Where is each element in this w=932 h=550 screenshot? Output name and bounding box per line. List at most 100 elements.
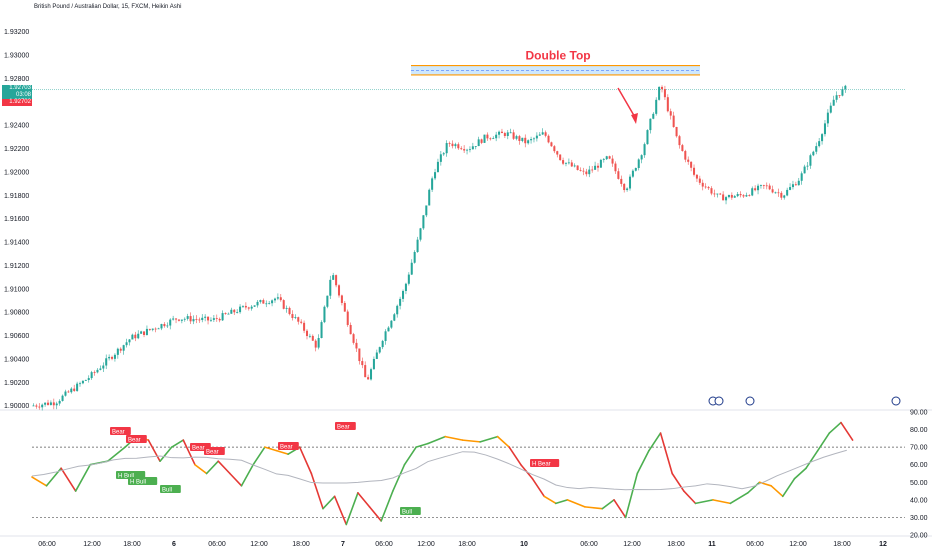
candle-body <box>276 297 279 299</box>
rsi-segment <box>624 472 639 519</box>
candle-body <box>492 138 495 140</box>
candle-body <box>244 305 247 308</box>
candle-body <box>343 302 346 312</box>
candle-body <box>381 340 384 348</box>
time-tick-label: 12:00 <box>623 541 641 548</box>
chart-title: British Pound / Australian Dollar, 15, F… <box>34 4 182 10</box>
candle-body <box>273 298 277 301</box>
rsi-tick-label: 60.00 <box>910 462 928 469</box>
time-tick-label: 06:00 <box>746 541 764 548</box>
candle-body <box>777 192 780 194</box>
candle-body <box>701 182 704 187</box>
rsi-segment <box>770 484 784 498</box>
candle-body <box>113 354 116 359</box>
candle-body <box>518 136 521 141</box>
candle-body <box>413 252 416 263</box>
candle-body <box>754 188 757 191</box>
candle-body <box>250 306 253 309</box>
candle-body <box>271 300 274 304</box>
economic-event-icon <box>714 396 724 406</box>
candle-body <box>439 154 442 162</box>
candle-body <box>591 169 594 171</box>
time-tick-label: 18:00 <box>667 541 685 548</box>
candle-body <box>530 139 533 141</box>
candle-body <box>340 295 343 303</box>
candle-body <box>410 262 413 275</box>
rsi-segment <box>240 463 254 487</box>
candle-body <box>183 318 186 320</box>
candle-body <box>733 196 736 198</box>
candle-body <box>637 159 640 169</box>
rsi-tick-label: 50.00 <box>910 480 928 487</box>
price-tick-label: 1.92000 <box>4 169 29 176</box>
candle-body <box>576 165 579 170</box>
rsi-segment <box>496 435 511 448</box>
candle-body <box>175 318 178 320</box>
candle-body <box>634 168 637 171</box>
price-tick-label: 1.93200 <box>4 29 29 36</box>
candle-body <box>652 113 655 119</box>
rsi-segment <box>828 421 842 434</box>
price-tick-label: 1.93000 <box>4 53 29 60</box>
candle-body <box>512 132 515 139</box>
candle-body <box>538 134 541 136</box>
candle-body <box>76 383 79 391</box>
candle-body <box>111 356 114 359</box>
candle-body <box>663 89 666 98</box>
candle-body <box>300 321 303 323</box>
candle-body <box>678 136 681 146</box>
candle-body <box>596 165 600 168</box>
candle-body <box>297 317 300 322</box>
candle-body <box>521 137 524 141</box>
candle-body <box>532 138 535 140</box>
candle-body <box>399 298 402 306</box>
time-tick-label: 12:00 <box>789 541 807 548</box>
candle-body <box>844 85 847 90</box>
candle-body <box>108 356 111 359</box>
rsi-segment <box>252 446 266 466</box>
candle-body <box>605 156 608 160</box>
rsi-segment <box>298 446 313 475</box>
candle-body <box>690 161 693 168</box>
candle-body <box>160 324 163 329</box>
time-tick-label: 12:00 <box>417 541 435 548</box>
rsi-segment <box>333 495 348 526</box>
candle-body <box>221 313 224 321</box>
time-tick-label: 06:00 <box>38 541 56 548</box>
bid-price-label: 1.92702 <box>2 98 32 106</box>
rsi-segment <box>426 435 447 445</box>
rsi-segment <box>31 476 48 487</box>
rsi-tick-label: 40.00 <box>910 497 928 504</box>
rsi-segment <box>159 446 173 463</box>
candle-body <box>739 194 742 196</box>
candle-body <box>215 318 218 319</box>
candle-body <box>620 178 623 184</box>
candle-body <box>93 372 96 373</box>
candle-body <box>687 159 690 162</box>
candle-body <box>81 380 84 384</box>
time-tick-label: 12:00 <box>250 541 268 548</box>
last-price-label: 1.92703 <box>2 84 32 92</box>
candle-body <box>474 146 477 147</box>
candle-body <box>137 333 140 339</box>
rsi-segment <box>793 467 807 480</box>
candle-body <box>224 313 227 314</box>
candle-body <box>390 320 393 328</box>
candle-body <box>757 185 760 191</box>
candle-body <box>789 187 792 190</box>
candle-body <box>527 140 530 144</box>
candle-body <box>64 391 67 396</box>
candle-body <box>725 197 728 201</box>
candle-body <box>233 309 236 313</box>
candle-body <box>544 132 547 136</box>
bear-label: Bear <box>280 445 293 451</box>
candle-body <box>372 358 375 370</box>
candle-body <box>227 313 230 315</box>
candle-body <box>52 402 55 406</box>
candle-body <box>812 151 815 156</box>
bear-label: Bear <box>128 438 141 444</box>
rsi-segment <box>217 460 231 475</box>
candle-body <box>585 171 588 175</box>
candle-body <box>771 189 774 193</box>
